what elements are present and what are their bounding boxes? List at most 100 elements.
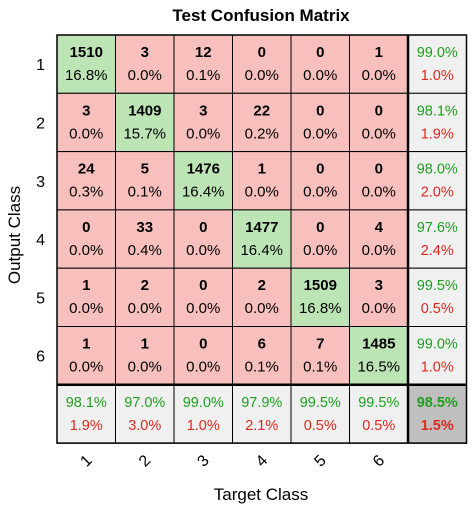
cell-count: 0	[258, 44, 266, 61]
cell-percent: 0.0%	[303, 67, 337, 84]
cell-count: 0	[316, 102, 324, 119]
cell-percent: 16.8%	[299, 300, 342, 317]
cell-percent: 0.1%	[128, 184, 162, 201]
cell-count: 1485	[362, 336, 395, 353]
cell-percent: 16.4%	[182, 184, 225, 201]
row-summary-correct: 98.1%	[417, 103, 458, 119]
row-summary-correct: 97.6%	[417, 220, 458, 236]
cell-percent: 16.5%	[357, 359, 400, 376]
cell-percent: 16.4%	[240, 242, 283, 259]
row-summary-incorrect: 1.0%	[421, 68, 454, 84]
overall-incorrect: 1.5%	[421, 418, 454, 434]
matrix-cell	[56, 267, 116, 328]
col-summary-incorrect: 0.5%	[362, 418, 395, 434]
cell-percent: 0.1%	[303, 359, 337, 376]
col-summary-cell	[56, 384, 116, 444]
matrix-cell	[173, 267, 233, 328]
col-summary-cell	[173, 384, 233, 444]
overall-correct: 98.5%	[417, 395, 458, 411]
cell-percent: 0.0%	[128, 300, 162, 317]
cell-count: 3	[375, 277, 383, 294]
cell-count: 2	[141, 277, 149, 294]
x-tick-label: 5	[311, 452, 329, 470]
cell-percent: 0.2%	[245, 125, 279, 142]
x-axis-label: Target Class	[214, 485, 308, 504]
cell-percent: 0.0%	[186, 359, 220, 376]
y-tick-label: 1	[36, 57, 45, 74]
matrix-cell	[115, 209, 175, 269]
x-tick-label: 3	[194, 452, 212, 470]
cell-count: 1477	[245, 219, 278, 236]
cell-count: 1	[258, 161, 266, 178]
cell-percent: 0.0%	[362, 184, 396, 201]
col-summary-incorrect: 1.0%	[187, 418, 220, 434]
matrix-cell	[173, 209, 233, 269]
matrix-cell	[232, 151, 292, 211]
cell-count: 1	[82, 336, 90, 353]
col-summary-incorrect: 0.5%	[304, 418, 337, 434]
cell-percent: 16.8%	[65, 67, 108, 84]
cell-percent: 0.0%	[303, 242, 337, 259]
matrix-cell	[290, 151, 350, 211]
cell-percent: 0.0%	[186, 242, 220, 259]
cell-percent: 0.0%	[69, 300, 103, 317]
matrix-cell	[349, 151, 409, 211]
row-summary-incorrect: 1.9%	[421, 126, 454, 142]
row-summary-cell	[407, 92, 467, 153]
cell-count: 6	[258, 336, 266, 353]
cell-count: 1509	[304, 277, 337, 294]
matrix-cell	[290, 209, 350, 269]
matrix-cell	[56, 209, 116, 269]
cell-percent: 0.0%	[303, 125, 337, 142]
cell-count: 3	[82, 102, 90, 119]
cell-count: 12	[195, 44, 212, 61]
col-summary-correct: 99.5%	[358, 395, 399, 411]
cell-count: 22	[253, 102, 270, 119]
cell-count: 1476	[187, 161, 220, 178]
col-summary-cell	[290, 384, 350, 444]
cell-count: 1409	[128, 102, 161, 119]
x-tick-label: 1	[77, 452, 95, 470]
cell-percent: 0.0%	[245, 67, 279, 84]
row-summary-incorrect: 2.0%	[421, 185, 454, 201]
col-summary-incorrect: 3.0%	[128, 418, 161, 434]
matrix-cell	[232, 92, 292, 153]
cell-percent: 0.0%	[303, 184, 337, 201]
col-summary-incorrect: 1.9%	[70, 418, 103, 434]
col-summary-correct: 97.0%	[124, 395, 165, 411]
matrix-cell	[349, 34, 409, 94]
overall-cell	[407, 384, 467, 444]
col-summary-correct: 99.5%	[300, 395, 341, 411]
row-summary-cell	[407, 326, 467, 386]
cell-percent: 0.0%	[69, 359, 103, 376]
matrix-cell	[115, 34, 175, 94]
row-summary-incorrect: 0.5%	[421, 301, 454, 317]
cell-count: 1	[82, 277, 90, 294]
x-tick-label: 2	[136, 452, 154, 470]
row-summary-cell	[407, 209, 467, 269]
cell-percent: 0.0%	[69, 242, 103, 259]
cell-count: 24	[78, 161, 95, 178]
matrix-cell	[115, 151, 175, 211]
cell-count: 5	[141, 161, 149, 178]
cell-count: 0	[316, 161, 324, 178]
cell-count: 0	[199, 219, 207, 236]
cell-count: 0	[375, 161, 383, 178]
row-summary-correct: 99.0%	[417, 45, 458, 61]
cell-count: 0	[316, 219, 324, 236]
col-summary-cell	[349, 384, 409, 444]
x-tick-label: 4	[253, 452, 271, 470]
cell-percent: 0.0%	[186, 125, 220, 142]
cell-count: 0	[316, 44, 324, 61]
y-tick-label: 5	[36, 290, 45, 307]
cell-count: 7	[316, 336, 324, 353]
matrix-border	[56, 34, 468, 444]
cell-percent: 0.0%	[69, 125, 103, 142]
row-summary-cell	[407, 267, 467, 328]
col-summary-correct: 97.9%	[241, 395, 282, 411]
cell-count: 0	[199, 336, 207, 353]
row-summary-incorrect: 2.4%	[421, 243, 454, 259]
cell-percent: 0.0%	[128, 359, 162, 376]
y-tick-label: 2	[36, 115, 45, 132]
y-tick-label: 6	[36, 349, 45, 366]
